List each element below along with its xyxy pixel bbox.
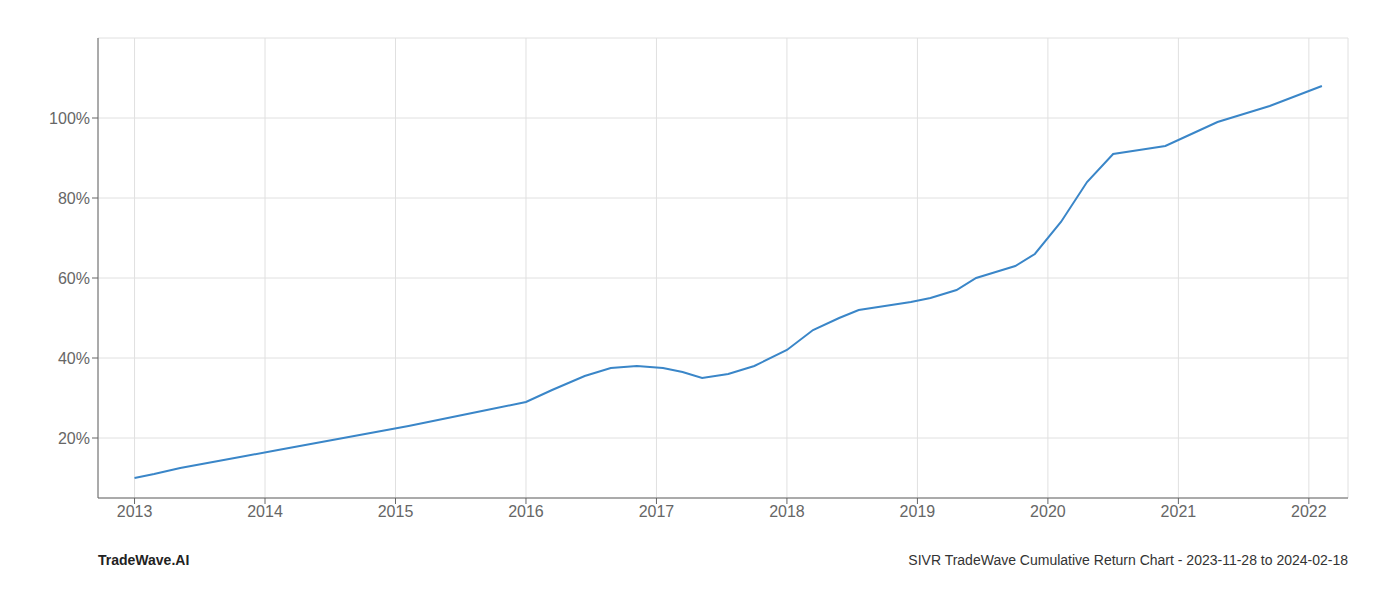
svg-text:2014: 2014 (247, 503, 283, 520)
svg-text:100%: 100% (49, 110, 90, 127)
svg-text:2017: 2017 (639, 503, 675, 520)
html-text:TradeWave.AI: TradeWave.AI (98, 552, 190, 568)
svg-text:20%: 20% (58, 430, 90, 447)
svg-text:60%: 60% (58, 270, 90, 287)
html-text:SIVR TradeWave Cumulative Retu: SIVR TradeWave Cumulative Return Chart -… (908, 552, 1348, 568)
svg-text:40%: 40% (58, 350, 90, 367)
svg-text:80%: 80% (58, 190, 90, 207)
svg-text:2019: 2019 (900, 503, 936, 520)
svg-text:2021: 2021 (1161, 503, 1197, 520)
svg-text:2018: 2018 (769, 503, 805, 520)
svg-text:2020: 2020 (1030, 503, 1066, 520)
svg-text:2015: 2015 (378, 503, 414, 520)
svg-text:2016: 2016 (508, 503, 544, 520)
svg-text:2022: 2022 (1291, 503, 1327, 520)
svg-text:2013: 2013 (117, 503, 153, 520)
